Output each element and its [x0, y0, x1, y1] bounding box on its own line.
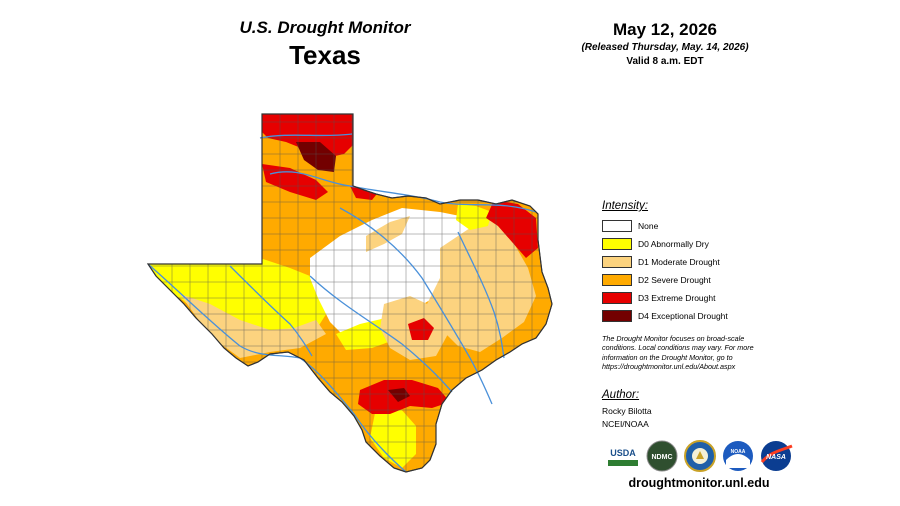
- legend-item-d3: D3 Extreme Drought: [602, 289, 782, 307]
- d0-region-west: [148, 258, 330, 344]
- legend-item-d1: D1 Moderate Drought: [602, 253, 782, 271]
- d1-region-east: [426, 220, 536, 352]
- canadian-river: [259, 133, 353, 139]
- d1-region-west: [180, 294, 326, 358]
- d3-region-northeast: [486, 200, 538, 258]
- legend-swatch-d3: [602, 292, 632, 304]
- texas-border: [146, 113, 553, 473]
- noaa-logo: NOAA: [723, 441, 753, 471]
- d4-region-south: [388, 388, 410, 402]
- ndmc-logo: NDMC: [646, 440, 678, 472]
- colorado-river: [309, 275, 453, 393]
- legend-swatch-none: [602, 220, 632, 232]
- svg-text:NDMC: NDMC: [652, 454, 673, 461]
- author-org: NCEI/NOAA: [602, 419, 649, 429]
- brazos-river: [339, 207, 493, 405]
- svg-text:USDA: USDA: [610, 448, 636, 458]
- drought-monitor-note: The Drought Monitor focuses on broad-sca…: [602, 334, 754, 371]
- legend-swatch-d2: [602, 274, 632, 286]
- d3-region-panhandle: [258, 114, 356, 158]
- release-date: (Released Thursday, May. 14, 2026): [581, 42, 749, 53]
- map-date: May 12, 2026: [613, 20, 717, 39]
- d0-region-north: [456, 204, 492, 230]
- usda-logo: USDA: [606, 444, 640, 468]
- legend-item-d2: D2 Severe Drought: [602, 271, 782, 289]
- legend-label-d4: D4 Exceptional Drought: [638, 311, 728, 321]
- legend-item-d0: D0 Abnormally Dry: [602, 235, 782, 253]
- d3-region-central: [408, 318, 434, 340]
- nasa-logo: NASA: [760, 441, 793, 471]
- rio-grande: [147, 263, 407, 473]
- red-river: [269, 171, 537, 213]
- svg-text:NOAA: NOAA: [731, 449, 746, 455]
- legend-label-d0: D0 Abnormally Dry: [638, 239, 709, 249]
- partner-logos: USDA NDMC NOAA NASA: [606, 440, 793, 472]
- texas-drought-map: [146, 113, 553, 473]
- none-region-central: [310, 208, 480, 338]
- legend-label-d1: D1 Moderate Drought: [638, 257, 720, 267]
- d0-region-south: [370, 408, 416, 468]
- legend-title: Intensity:: [602, 200, 649, 212]
- rivers: [147, 133, 537, 473]
- trinity-river: [457, 231, 505, 359]
- date-block: May 12, 2026 (Released Thursday, May. 14…: [560, 20, 770, 67]
- legend-item-d4: D4 Exceptional Drought: [602, 307, 782, 325]
- legend-swatch-d1: [602, 256, 632, 268]
- footer-url: droughtmonitor.unl.edu: [628, 476, 770, 490]
- legend-label-d2: D2 Severe Drought: [638, 275, 711, 285]
- valid-time: Valid 8 a.m. EDT: [626, 56, 704, 67]
- legend-label-none: None: [638, 221, 659, 231]
- state-title: Texas: [289, 40, 361, 70]
- legend-item-none: None: [602, 217, 782, 235]
- author-name: Rocky Bilotta: [602, 406, 652, 416]
- doc-seal-logo: [684, 440, 716, 472]
- map-title: U.S. Drought Monitor: [239, 18, 411, 37]
- svg-text:NASA: NASA: [766, 454, 786, 461]
- intensity-legend: Intensity: None D0 Abnormally Dry D1 Mod…: [602, 200, 782, 325]
- legend-label-d3: D3 Extreme Drought: [638, 293, 716, 303]
- pecos-river: [229, 265, 313, 357]
- author-heading: Author:: [602, 389, 640, 401]
- legend-swatch-d4: [602, 310, 632, 322]
- d3-region-panhandle-south: [262, 164, 328, 200]
- legend-swatch-d0: [602, 238, 632, 250]
